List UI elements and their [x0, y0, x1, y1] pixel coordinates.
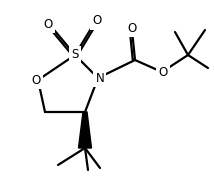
Polygon shape: [79, 112, 92, 148]
Text: O: O: [31, 74, 41, 87]
Text: O: O: [43, 17, 53, 30]
Text: O: O: [158, 67, 168, 80]
Text: S: S: [71, 48, 79, 62]
Text: O: O: [92, 14, 102, 27]
Text: O: O: [127, 22, 137, 35]
Text: N: N: [96, 72, 104, 85]
